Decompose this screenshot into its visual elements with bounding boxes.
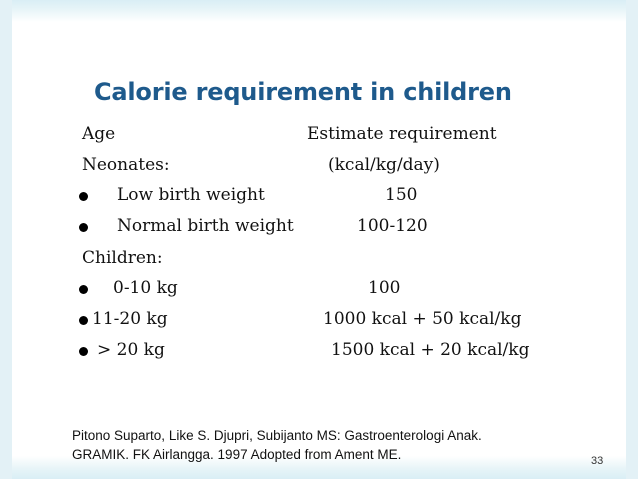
reference-line-1: Pitono Suparto, Like S. Djupri, Subijant… [72, 428, 482, 443]
header-estimate-requirement: Estimate requirement [307, 124, 497, 144]
children-label: Children: [82, 248, 163, 268]
neonate-item-value: 100-120 [357, 216, 428, 236]
child-item-label: > 20 kg [97, 340, 165, 360]
neonate-item-label: Normal birth weight [117, 216, 294, 236]
child-item-value: 1000 kcal + 50 kcal/kg [323, 309, 522, 329]
child-item-value: 1500 kcal + 20 kcal/kg [331, 340, 530, 360]
bullet-icon [79, 347, 88, 356]
neonate-item-label: Low birth weight [117, 185, 265, 205]
slide-title: Calorie requirement in children [94, 78, 512, 106]
header-age: Age [82, 124, 116, 144]
reference-line-2: GRAMIK. FK Airlangga. 1997 Adopted from … [72, 447, 402, 462]
child-item-label: 11-20 kg [92, 309, 168, 329]
left-border-band [0, 0, 12, 479]
bullet-icon [79, 192, 88, 201]
child-item-value: 100 [368, 278, 401, 298]
neonates-unit: (kcal/kg/day) [328, 155, 440, 175]
page-number: 33 [591, 455, 604, 467]
reference-citation: Pitono Suparto, Like S. Djupri, Subijant… [72, 426, 482, 464]
bullet-icon [79, 285, 88, 294]
bullet-icon [79, 316, 88, 325]
neonate-item-value: 150 [385, 185, 418, 205]
child-item-label: 0-10 kg [113, 278, 178, 298]
bullet-icon [79, 223, 88, 232]
right-border-band [626, 0, 638, 479]
neonates-label: Neonates: [82, 155, 170, 175]
